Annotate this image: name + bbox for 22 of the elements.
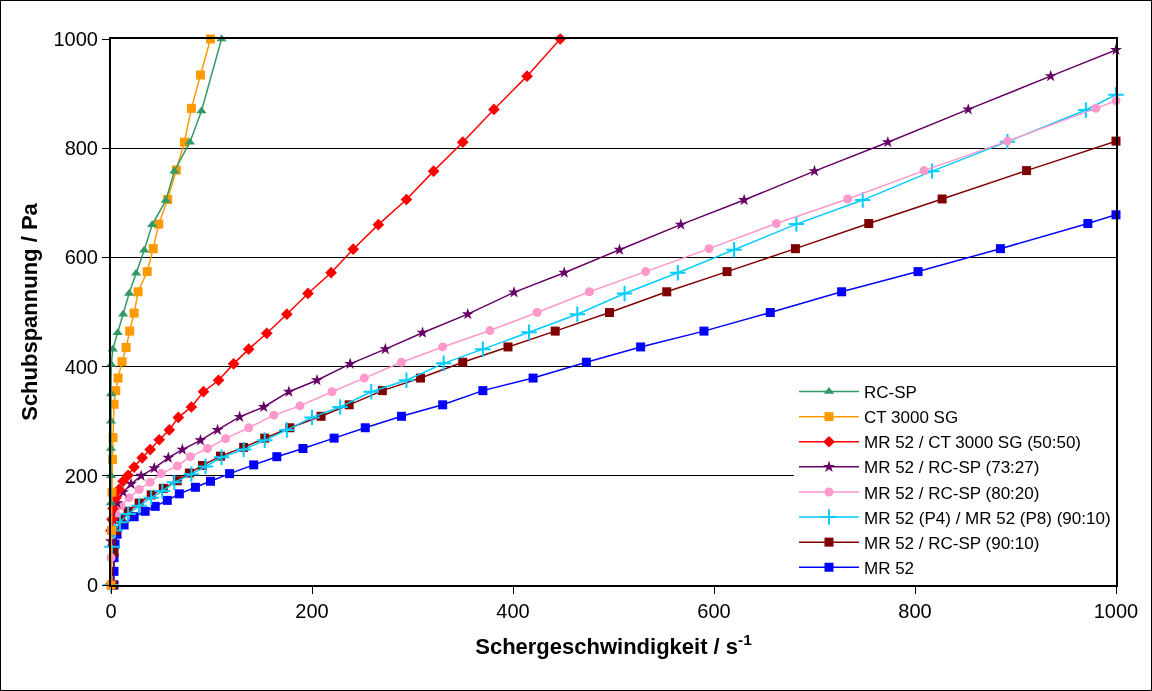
legend-label: MR 52 / RC-SP (73:27) [864, 458, 1040, 478]
legend-label: MR 52 / CT 3000 SG (50:50) [864, 433, 1082, 453]
x-tick-label: 1000 [1093, 600, 1139, 622]
x-tick-label: 800 [898, 600, 932, 622]
legend-label: MR 52 / RC-SP (80:20) [864, 483, 1040, 503]
x-tick-label: 200 [295, 600, 329, 622]
y-tick-label: 400 [64, 355, 98, 378]
legend-label: CT 3000 SG [864, 408, 959, 428]
legend-label: RC-SP [864, 383, 917, 403]
legend-label: MR 52 [864, 558, 915, 578]
legend-label: MR 52 (P4) / MR 52 (P8) (90:10) [864, 508, 1111, 528]
y-tick-label: 600 [64, 246, 98, 269]
x-axis-title: Schergeschwindigkeit / s$^{-1}$ [475, 631, 753, 660]
y-tick-label: 800 [64, 137, 98, 160]
y-axis-title: Schubspannung / Pa [16, 202, 42, 421]
x-tick-label: 400 [496, 600, 530, 622]
legend-label: MR 52 / RC-SP (90:10) [864, 533, 1040, 553]
y-tick-label: 1000 [53, 28, 98, 50]
y-tick-label: 0 [86, 574, 98, 596]
x-tick-label: 600 [697, 600, 731, 622]
y-tick-label: 200 [64, 464, 98, 487]
x-tick-label: 0 [105, 600, 117, 622]
